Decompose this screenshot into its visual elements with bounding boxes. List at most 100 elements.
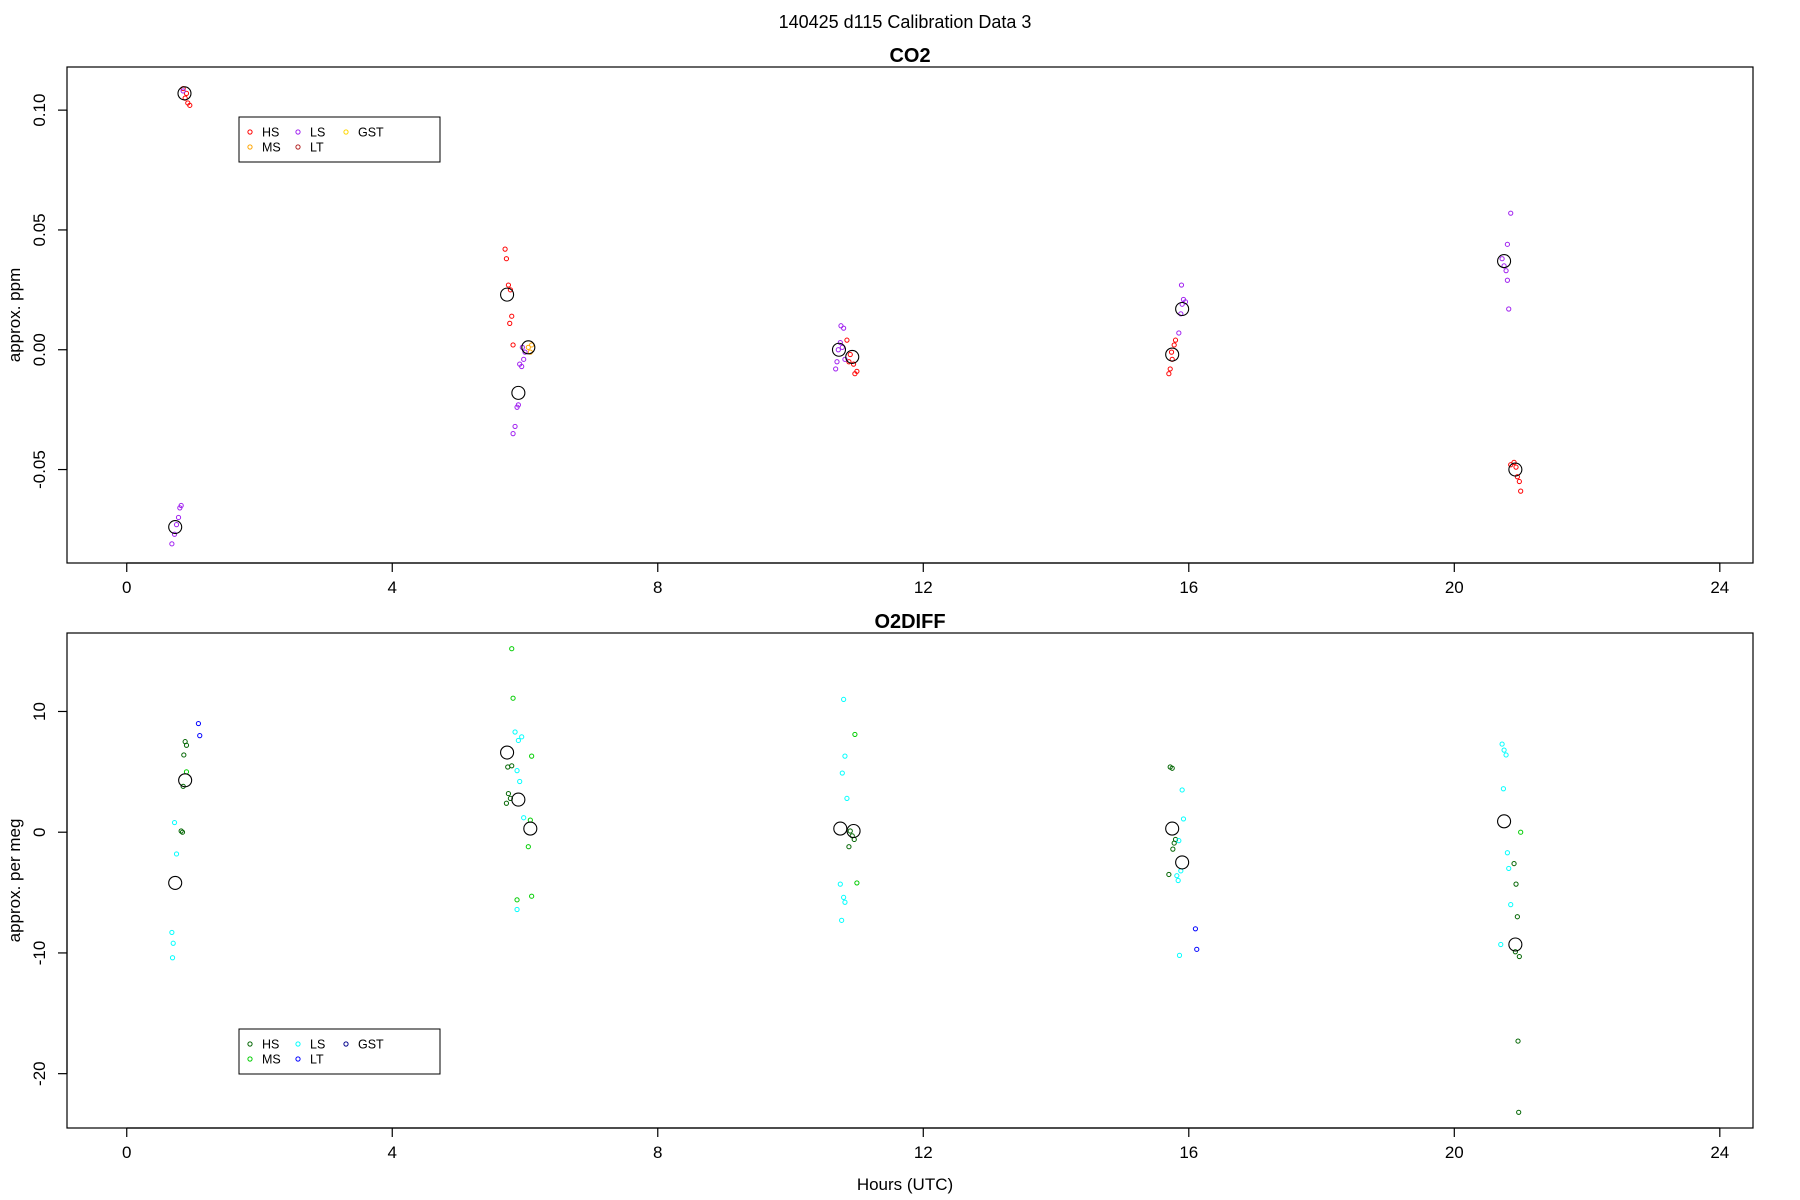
mean-point bbox=[511, 792, 526, 807]
mean-point bbox=[177, 86, 192, 101]
y-tick-label: 0.10 bbox=[30, 94, 49, 127]
data-point bbox=[850, 361, 857, 367]
data-point bbox=[175, 514, 182, 521]
data-point bbox=[839, 770, 845, 776]
data-point bbox=[844, 795, 850, 802]
data-point bbox=[833, 366, 839, 372]
mean-point bbox=[845, 349, 860, 364]
x-tick-label: 4 bbox=[388, 578, 397, 597]
data-point bbox=[844, 337, 850, 343]
data-point bbox=[1171, 342, 1177, 348]
data-point bbox=[1516, 478, 1522, 485]
data-point bbox=[1512, 949, 1518, 955]
data-point bbox=[195, 720, 202, 727]
data-point bbox=[1175, 877, 1181, 884]
mean-point bbox=[833, 821, 848, 836]
data-point bbox=[1166, 371, 1172, 377]
data-point bbox=[837, 339, 843, 346]
data-point bbox=[852, 731, 858, 738]
data-point bbox=[1174, 873, 1180, 879]
legend-marker bbox=[247, 144, 253, 150]
data-point bbox=[505, 764, 511, 770]
mean-point bbox=[168, 875, 183, 890]
co2-panel: CO2 0 4 8 12 16 20 24 -0.05 0.00 0.05 0.10 approx. p… bbox=[5, 45, 1754, 597]
data-point bbox=[1499, 741, 1505, 747]
legend-label: GST bbox=[358, 1038, 384, 1052]
data-point bbox=[847, 828, 853, 834]
data-point bbox=[838, 323, 844, 329]
data-point bbox=[846, 359, 852, 365]
data-point bbox=[841, 696, 847, 703]
legend-marker bbox=[247, 129, 253, 135]
data-point bbox=[173, 851, 180, 857]
legend-marker bbox=[295, 144, 301, 150]
data-point bbox=[505, 790, 512, 797]
data-point bbox=[1176, 952, 1183, 958]
data-point bbox=[1500, 786, 1507, 792]
x-tick-label: 16 bbox=[1179, 578, 1198, 597]
legend-box bbox=[238, 1028, 441, 1075]
data-point bbox=[507, 287, 514, 293]
legend-marker bbox=[343, 1041, 349, 1047]
data-point bbox=[1501, 747, 1507, 753]
data-point bbox=[512, 423, 518, 430]
legend-marker bbox=[343, 129, 349, 135]
data-point bbox=[178, 502, 184, 509]
data-point bbox=[1166, 871, 1172, 878]
x-tick-label: 12 bbox=[914, 578, 933, 597]
data-point bbox=[529, 753, 535, 759]
data-point bbox=[197, 733, 203, 739]
data-point bbox=[510, 695, 516, 701]
mean-point bbox=[500, 745, 515, 760]
data-point bbox=[515, 737, 521, 744]
data-point bbox=[1192, 926, 1199, 932]
data-point bbox=[1516, 953, 1522, 960]
y-axis-label: approx. per meg bbox=[5, 819, 24, 943]
data-point bbox=[183, 742, 190, 748]
data-point bbox=[834, 359, 840, 365]
data-point bbox=[1504, 850, 1511, 856]
panel-title: CO2 bbox=[889, 45, 930, 67]
data-point bbox=[509, 646, 515, 652]
data-point bbox=[1508, 902, 1514, 908]
y-tick-label: 0.05 bbox=[30, 213, 49, 246]
data-point bbox=[1518, 829, 1524, 835]
data-point bbox=[183, 90, 190, 96]
x-tick-label: 0 bbox=[122, 1143, 131, 1162]
data-point bbox=[517, 778, 523, 785]
mean-point bbox=[1508, 937, 1523, 952]
data-point bbox=[1170, 846, 1176, 852]
data-point bbox=[509, 313, 515, 319]
mean-point bbox=[1165, 347, 1180, 362]
o2diff-panel: O2DIFF 0 4 8 12 16 20 24 -20 -10 0 10 approx. per me… bbox=[5, 611, 1754, 1162]
x-tick-label: 12 bbox=[914, 1143, 933, 1162]
panel-title: O2DIFF bbox=[874, 611, 945, 633]
data-point bbox=[1518, 488, 1524, 494]
data-point bbox=[1167, 366, 1173, 372]
data-point bbox=[178, 828, 184, 834]
x-tick-label: 24 bbox=[1710, 578, 1729, 597]
data-point bbox=[1516, 1109, 1522, 1115]
mean-point bbox=[1497, 814, 1512, 829]
data-point bbox=[841, 325, 847, 331]
data-point bbox=[514, 897, 520, 903]
data-point bbox=[842, 356, 848, 362]
legend-marker bbox=[295, 1056, 301, 1062]
data-point bbox=[512, 729, 518, 735]
data-point bbox=[1506, 865, 1512, 872]
y-tick-label: 0.00 bbox=[30, 333, 49, 366]
x-tick-label: 4 bbox=[388, 1143, 397, 1162]
data-point bbox=[1180, 816, 1187, 822]
data-point bbox=[529, 893, 535, 899]
x-tick-label: 8 bbox=[653, 578, 662, 597]
data-point bbox=[180, 88, 186, 94]
legend-label: HS bbox=[262, 126, 279, 140]
mean-point bbox=[846, 823, 861, 839]
legend-label: LS bbox=[310, 126, 325, 140]
data-point bbox=[1513, 881, 1519, 887]
data-point bbox=[507, 320, 513, 326]
data-point bbox=[1506, 306, 1512, 312]
data-point bbox=[839, 344, 845, 350]
data-point bbox=[173, 522, 180, 528]
legend-marker bbox=[247, 1041, 253, 1047]
